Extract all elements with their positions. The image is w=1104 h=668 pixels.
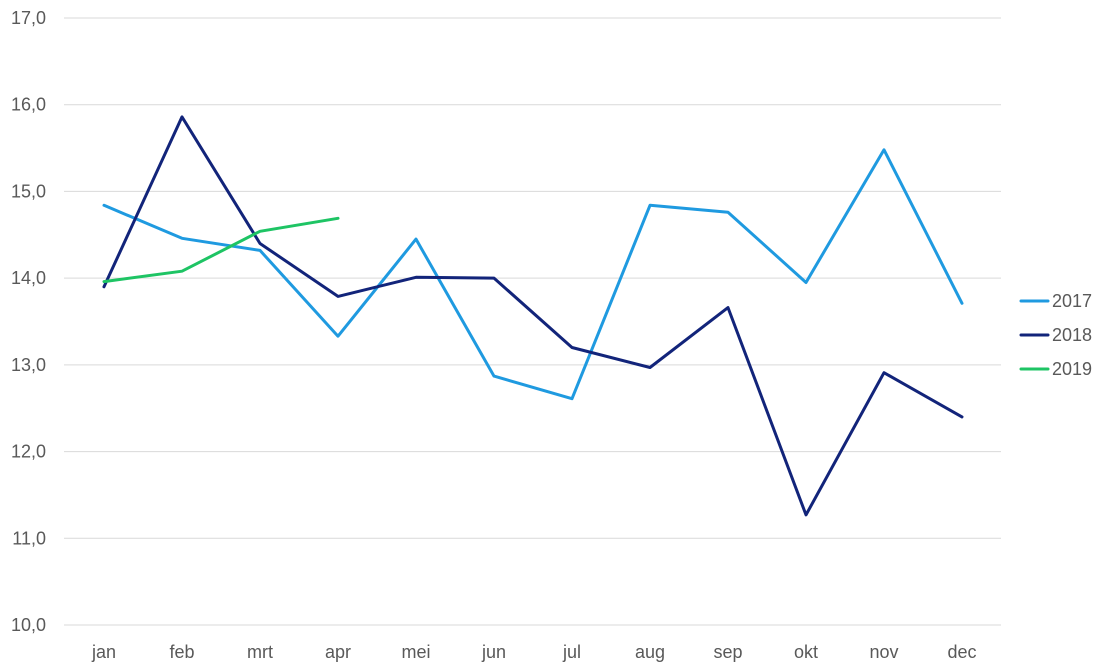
series-line-2019 (102, 216, 340, 284)
gridlines (64, 17, 1001, 626)
legend-label-2019: 2019 (1052, 359, 1092, 379)
series-line-2017 (102, 148, 964, 401)
x-tick-label: mrt (247, 642, 273, 662)
series-lines (102, 115, 964, 517)
x-tick-label: dec (947, 642, 976, 662)
legend-label-2017: 2017 (1052, 291, 1092, 311)
x-tick-label: jan (91, 642, 116, 662)
x-tick-label: okt (794, 642, 818, 662)
x-tick-label: feb (169, 642, 194, 662)
series-line-2018 (102, 115, 964, 517)
legend: 2017 2018 2019 (1019, 291, 1092, 379)
x-tick-label: sep (713, 642, 742, 662)
y-tick-label: 15,0 (11, 181, 46, 201)
x-tick-label: nov (869, 642, 898, 662)
y-tick-label: 16,0 (11, 95, 46, 115)
x-tick-label: apr (325, 642, 351, 662)
x-axis: jan feb mrt apr mei jun jul aug sep okt nov dec (91, 642, 977, 662)
y-tick-label: 10,0 (11, 615, 46, 635)
x-tick-label: jul (562, 642, 581, 662)
y-tick-label: 14,0 (11, 268, 46, 288)
y-tick-label: 11,0 (12, 528, 46, 548)
x-tick-label: aug (635, 642, 665, 662)
y-tick-label: 17,0 (11, 8, 46, 28)
x-tick-label: jun (481, 642, 506, 662)
y-tick-label: 12,0 (11, 442, 46, 462)
y-axis: 10,0 11,0 12,0 13,0 14,0 15,0 16,0 17,0 (11, 8, 46, 635)
y-tick-label: 13,0 (11, 355, 46, 375)
x-tick-label: mei (401, 642, 430, 662)
legend-label-2018: 2018 (1052, 325, 1092, 345)
